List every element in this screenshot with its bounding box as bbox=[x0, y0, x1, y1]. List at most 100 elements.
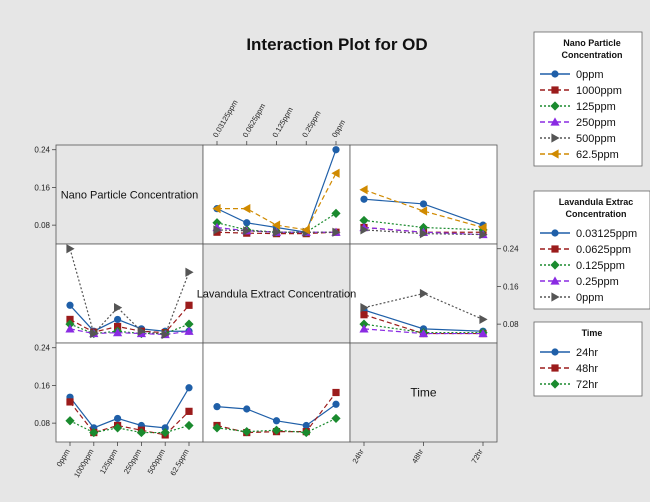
data-point bbox=[271, 425, 282, 435]
legend-label: 24hr bbox=[576, 347, 598, 359]
series-line-time-48hr bbox=[69, 401, 190, 436]
data-point bbox=[332, 400, 340, 408]
data-point bbox=[332, 227, 341, 237]
data-point bbox=[185, 301, 193, 309]
legend-box bbox=[533, 31, 643, 167]
legend-label: 0.125ppm bbox=[576, 260, 625, 272]
legend-label: 250ppm bbox=[576, 117, 616, 129]
data-point bbox=[302, 421, 310, 430]
data-point bbox=[114, 322, 122, 331]
y-tick-label: 0.08 bbox=[34, 221, 50, 230]
data-point bbox=[243, 219, 251, 227]
legend-title: Lavandula Extrac bbox=[559, 197, 634, 207]
legend-label: 1000ppm bbox=[576, 85, 622, 97]
data-point bbox=[184, 420, 194, 431]
legend-title: Concentration bbox=[561, 50, 622, 60]
data-point bbox=[419, 288, 429, 299]
data-point bbox=[360, 311, 368, 319]
data-point bbox=[478, 222, 487, 233]
legend-label: 0.03125ppm bbox=[576, 228, 637, 240]
data-point bbox=[114, 315, 122, 324]
y-tick-label: 0.16 bbox=[503, 282, 519, 291]
data-point bbox=[212, 204, 221, 214]
data-point bbox=[113, 328, 123, 337]
data-point bbox=[136, 427, 146, 438]
y-tick-label: 0.24 bbox=[503, 245, 519, 254]
data-point bbox=[331, 413, 341, 424]
legend-title: Concentration bbox=[565, 209, 626, 219]
diagonal-label-nano: Nano Particle Concentration bbox=[61, 190, 199, 202]
legend-label: 0ppm bbox=[576, 292, 604, 304]
data-point bbox=[66, 315, 74, 324]
y-tick-label: 0.08 bbox=[34, 419, 50, 428]
y-tick-label: 0.16 bbox=[34, 381, 50, 390]
data-point bbox=[242, 204, 251, 214]
legend-time: Time 24hr 48hr 72hr bbox=[533, 321, 643, 397]
data-point bbox=[301, 225, 310, 235]
data-point bbox=[419, 229, 429, 239]
data-point bbox=[332, 388, 340, 397]
data-point bbox=[359, 319, 369, 329]
data-point bbox=[272, 417, 281, 425]
legend-label: 0ppm bbox=[576, 69, 604, 81]
data-point bbox=[301, 427, 311, 438]
data-point bbox=[418, 206, 428, 216]
data-point bbox=[212, 218, 222, 228]
series-line-lav-0.03125ppm bbox=[69, 304, 189, 332]
panel-time-by-lav bbox=[212, 388, 341, 438]
data-point bbox=[332, 146, 340, 154]
data-point bbox=[419, 200, 428, 208]
diagonal-cell-time bbox=[349, 342, 498, 443]
data-point bbox=[242, 427, 252, 437]
legend-label: 72hr bbox=[576, 379, 598, 391]
series-line-time-72hr bbox=[216, 417, 337, 434]
data-point bbox=[243, 226, 252, 236]
diagonal-label-time: Time bbox=[410, 386, 437, 400]
data-point bbox=[331, 208, 341, 218]
legend-marker bbox=[551, 364, 559, 372]
series-line-lav-0.125ppm bbox=[69, 323, 190, 335]
legend-nano: Nano Particle Concentration 0ppm 1000ppm 125… bbox=[533, 31, 643, 167]
series-line-lav-0.0625ppm bbox=[69, 304, 190, 334]
legend-label: 48hr bbox=[576, 363, 598, 375]
data-point bbox=[66, 301, 74, 309]
data-point bbox=[184, 319, 194, 329]
data-point bbox=[161, 424, 169, 432]
legend-marker bbox=[550, 260, 560, 270]
legend-marker bbox=[551, 292, 560, 302]
data-point bbox=[160, 427, 170, 438]
data-point bbox=[213, 403, 221, 411]
data-point bbox=[114, 414, 122, 423]
data-point bbox=[359, 185, 368, 195]
data-point bbox=[161, 329, 170, 340]
data-point bbox=[272, 227, 282, 237]
legend-marker bbox=[551, 86, 559, 94]
data-point bbox=[89, 427, 99, 438]
legend-label: 500ppm bbox=[576, 133, 616, 145]
legend-marker bbox=[550, 101, 560, 111]
data-point bbox=[65, 416, 75, 426]
panel-lav-by-nano bbox=[65, 244, 194, 340]
legend-label: 0.25ppm bbox=[576, 276, 619, 288]
data-point bbox=[360, 225, 369, 235]
legend-title: Time bbox=[582, 328, 603, 338]
panel-nano-by-time bbox=[359, 185, 488, 240]
legend-label: 125ppm bbox=[576, 101, 616, 113]
y-tick-label: 0.24 bbox=[34, 146, 50, 155]
legend-marker bbox=[551, 245, 559, 253]
data-point bbox=[66, 244, 75, 254]
panel-frame-lav-nano bbox=[55, 243, 204, 344]
data-point bbox=[243, 405, 251, 413]
data-point bbox=[479, 229, 488, 240]
data-point bbox=[213, 225, 222, 235]
legend-marker bbox=[550, 149, 559, 159]
data-point bbox=[114, 303, 123, 313]
legend-marker bbox=[550, 379, 560, 389]
data-point bbox=[212, 423, 222, 433]
series-line-lav-0ppm bbox=[69, 248, 190, 336]
data-point bbox=[418, 328, 429, 338]
legend-marker bbox=[550, 276, 560, 285]
series-line-time-24hr bbox=[69, 387, 190, 429]
data-point bbox=[113, 423, 123, 433]
